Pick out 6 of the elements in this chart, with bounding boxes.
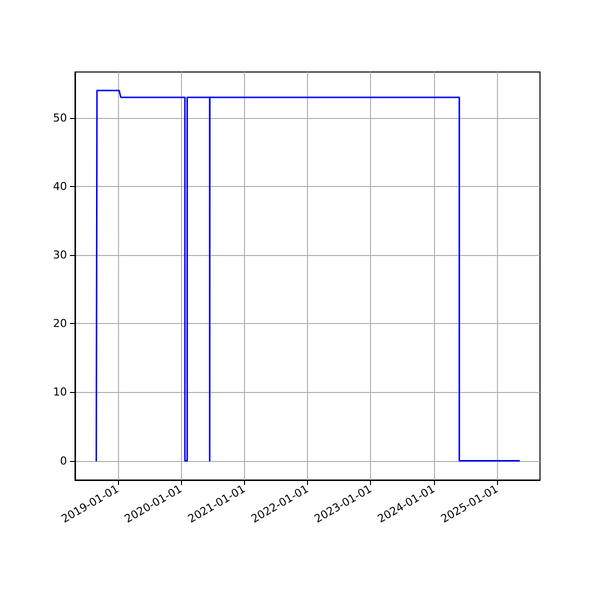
y-tick-label: 10 [53, 386, 67, 399]
y-tick-label: 50 [53, 111, 67, 124]
y-tick-label: 20 [53, 317, 67, 330]
y-tick-label: 30 [53, 248, 67, 262]
y-tick-label: 0 [60, 454, 67, 468]
y-tick-label: 40 [53, 180, 67, 194]
